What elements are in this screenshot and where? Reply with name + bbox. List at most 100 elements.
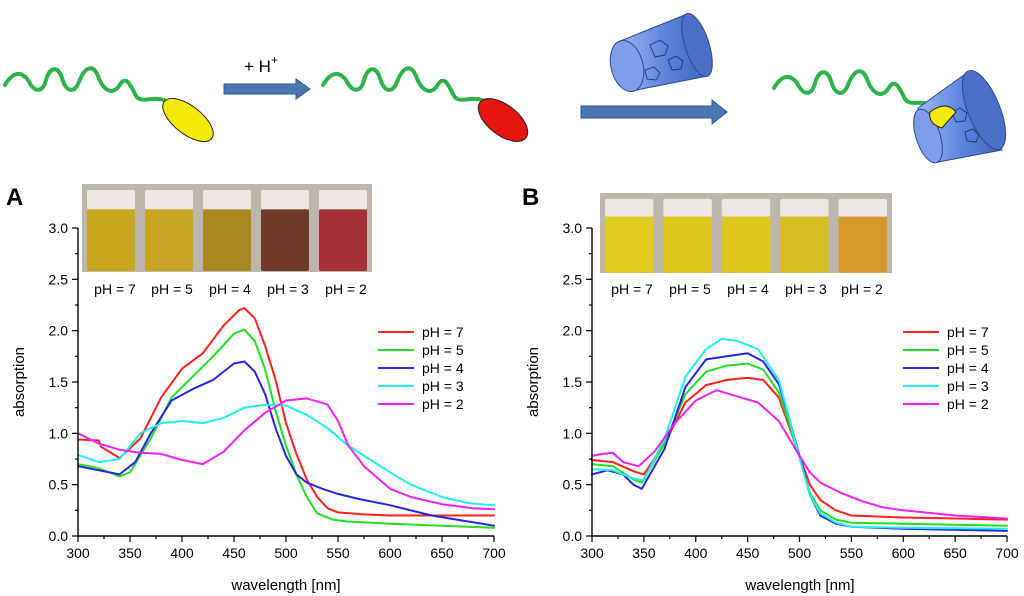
y-tick-label: 3.0 [49, 220, 69, 236]
panel-b-letter: B [522, 184, 539, 211]
cuvette [319, 209, 367, 271]
panel-a: A pH = 7 pH = 5 pH = 4 pH = 3 pH = 2 300 350 4… [6, 184, 506, 594]
y-tick-label: 2.0 [49, 323, 69, 339]
panel-a-legend: pH = 7 pH = 5 pH = 4 pH = 3 pH = 2 [378, 324, 464, 412]
x-tick-label: 500 [274, 545, 298, 561]
legend-label: pH = 4 [422, 360, 464, 376]
y-tick-label: 0.5 [49, 477, 69, 493]
photo-label: pH = 2 [325, 281, 367, 297]
y-tick-label: 0.5 [563, 477, 583, 493]
polymer-chain-2 [321, 66, 484, 102]
neutral-dye [162, 97, 214, 143]
panel-a-photo [82, 184, 372, 272]
photo-label: pH = 5 [669, 281, 711, 297]
panel-a-plot: 300 350 400 450 500 550 600 650 700 0.0 0.5 1.0 1.5 2… [49, 220, 506, 561]
protonation-arrow [223, 78, 311, 100]
photo-label: pH = 2 [841, 281, 883, 297]
x-tick-label: 550 [326, 545, 350, 561]
y-tick-label: 2.5 [49, 271, 69, 287]
y-tick-label: 1.0 [563, 425, 583, 441]
series-line [77, 307, 495, 517]
photo-label: pH = 7 [94, 281, 136, 297]
legend-label: pH = 2 [947, 396, 989, 412]
x-tick-label: 300 [580, 545, 604, 561]
legend-label: pH = 5 [422, 342, 464, 358]
cuvette [838, 216, 887, 273]
panel-b-x-axis-title: wavelength [nm] [744, 577, 854, 594]
x-tick-label: 450 [736, 545, 760, 561]
series-line [591, 362, 1008, 527]
reaction-scheme: + H+ [3, 12, 1007, 164]
legend-label: pH = 4 [947, 360, 989, 376]
cuvette [145, 209, 193, 271]
cuvette [261, 209, 309, 271]
x-tick-label: 400 [684, 545, 708, 561]
cuvette-cap [145, 190, 193, 210]
x-tick-label: 700 [995, 545, 1019, 561]
legend-label: pH = 3 [422, 378, 464, 394]
x-tick-label: 450 [222, 545, 246, 561]
protonation-label: + H+ [244, 53, 278, 76]
complexation-arrow [580, 98, 728, 126]
panel-b-plot: 300 350 400 450 500 550 600 650 700 0.0 0.5 1.0 1.5 2… [563, 220, 1019, 561]
cuvette [780, 216, 829, 273]
included-dye [929, 105, 957, 129]
panel-b-photo [600, 193, 892, 273]
cuvette [663, 216, 712, 273]
x-tick-label: 650 [430, 545, 454, 561]
polymer-chain-1 [3, 66, 166, 102]
cuvette-cap [203, 190, 251, 210]
cuvette-cap [721, 199, 771, 217]
y-tick-label: 1.5 [49, 374, 69, 390]
photo-label: pH = 3 [267, 281, 309, 297]
series-line [591, 376, 1008, 521]
legend-label: pH = 2 [422, 396, 464, 412]
series-line [591, 389, 1008, 520]
panel-a-y-axis-title: absorption [11, 347, 28, 417]
x-tick-label: 300 [66, 545, 90, 561]
photo-label: pH = 3 [785, 281, 827, 297]
legend-label: pH = 5 [947, 342, 989, 358]
proton-superscript: + [271, 53, 278, 67]
x-tick-label: 600 [892, 545, 916, 561]
series-line [591, 337, 1008, 530]
legend-label: pH = 7 [947, 324, 989, 340]
x-tick-label: 350 [632, 545, 656, 561]
series-line [77, 397, 495, 511]
x-tick-label: 600 [378, 545, 402, 561]
x-tick-label: 550 [840, 545, 864, 561]
x-tick-label: 650 [943, 545, 967, 561]
x-tick-label: 500 [788, 545, 812, 561]
polymer-chain-3 [772, 69, 938, 108]
cuvette-cap [87, 190, 135, 210]
y-tick-label: 2.0 [563, 323, 583, 339]
cuvette-cap [261, 190, 309, 210]
cuvette [605, 216, 654, 273]
series-line [77, 328, 495, 529]
cuvette [721, 216, 771, 273]
panel-b-legend: pH = 7 pH = 5 pH = 4 pH = 3 pH = 2 [903, 324, 989, 412]
panel-b-y-axis-title: absorption [525, 347, 542, 417]
panel-b-photo-labels: pH = 7 pH = 5 pH = 4 pH = 3 pH = 2 [611, 281, 883, 297]
cuvette [203, 209, 251, 271]
photo-label: pH = 4 [727, 281, 769, 297]
y-tick-label: 0.0 [49, 528, 69, 544]
photo-label: pH = 4 [209, 281, 251, 297]
series-line [591, 352, 1008, 532]
y-tick-label: 1.5 [563, 374, 583, 390]
y-tick-label: 3.0 [563, 220, 583, 236]
cuvette-cap [838, 199, 887, 217]
x-tick-label: 350 [118, 545, 142, 561]
cuvette-cap [780, 199, 829, 217]
panel-a-x-axis-title: wavelength [nm] [230, 577, 340, 594]
cuvette-cap [663, 199, 712, 217]
protonated-dye [477, 98, 529, 142]
panel-b: B pH = 7 pH = 5 pH = 4 pH = 3 pH = 2 300 350 4… [522, 184, 1019, 594]
legend-label: pH = 3 [947, 378, 989, 394]
host-guest-complex-icon [913, 70, 1007, 164]
y-tick-label: 2.5 [563, 271, 583, 287]
x-tick-label: 400 [170, 545, 194, 561]
photo-label: pH = 7 [611, 281, 653, 297]
x-tick-label: 700 [482, 545, 506, 561]
